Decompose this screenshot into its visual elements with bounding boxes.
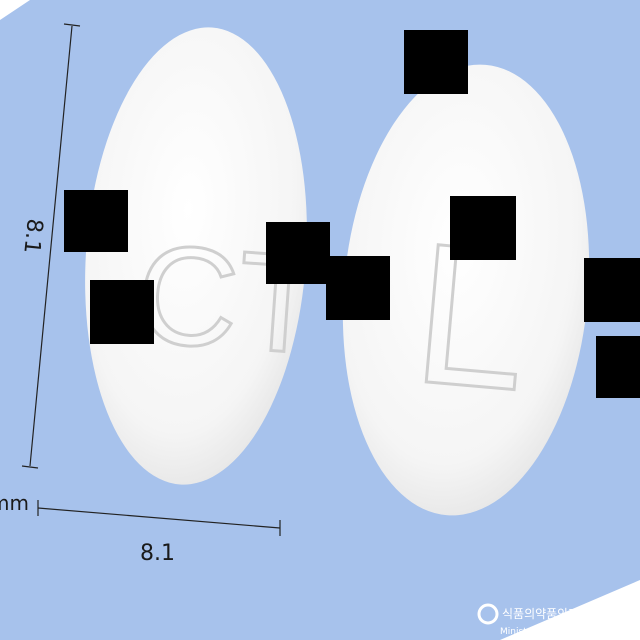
width-dimension [37, 500, 281, 536]
unit-label: mm [0, 491, 29, 515]
height-label: 8.1 [18, 217, 47, 254]
logo-emblem-icon [477, 603, 499, 625]
tablet-front [85, 27, 307, 485]
watermark-english: Ministry of Food and Drug Safety [500, 627, 640, 637]
height-dimension [21, 23, 81, 469]
watermark-korean: 식품의약품안전처 [502, 606, 590, 621]
tablet-back [342, 64, 590, 516]
redactions [64, 30, 640, 398]
width-label: 8.1 [140, 541, 175, 566]
ministry-logo: 식품의약품안전처 Ministry of Food and Drug Safet… [477, 603, 640, 637]
